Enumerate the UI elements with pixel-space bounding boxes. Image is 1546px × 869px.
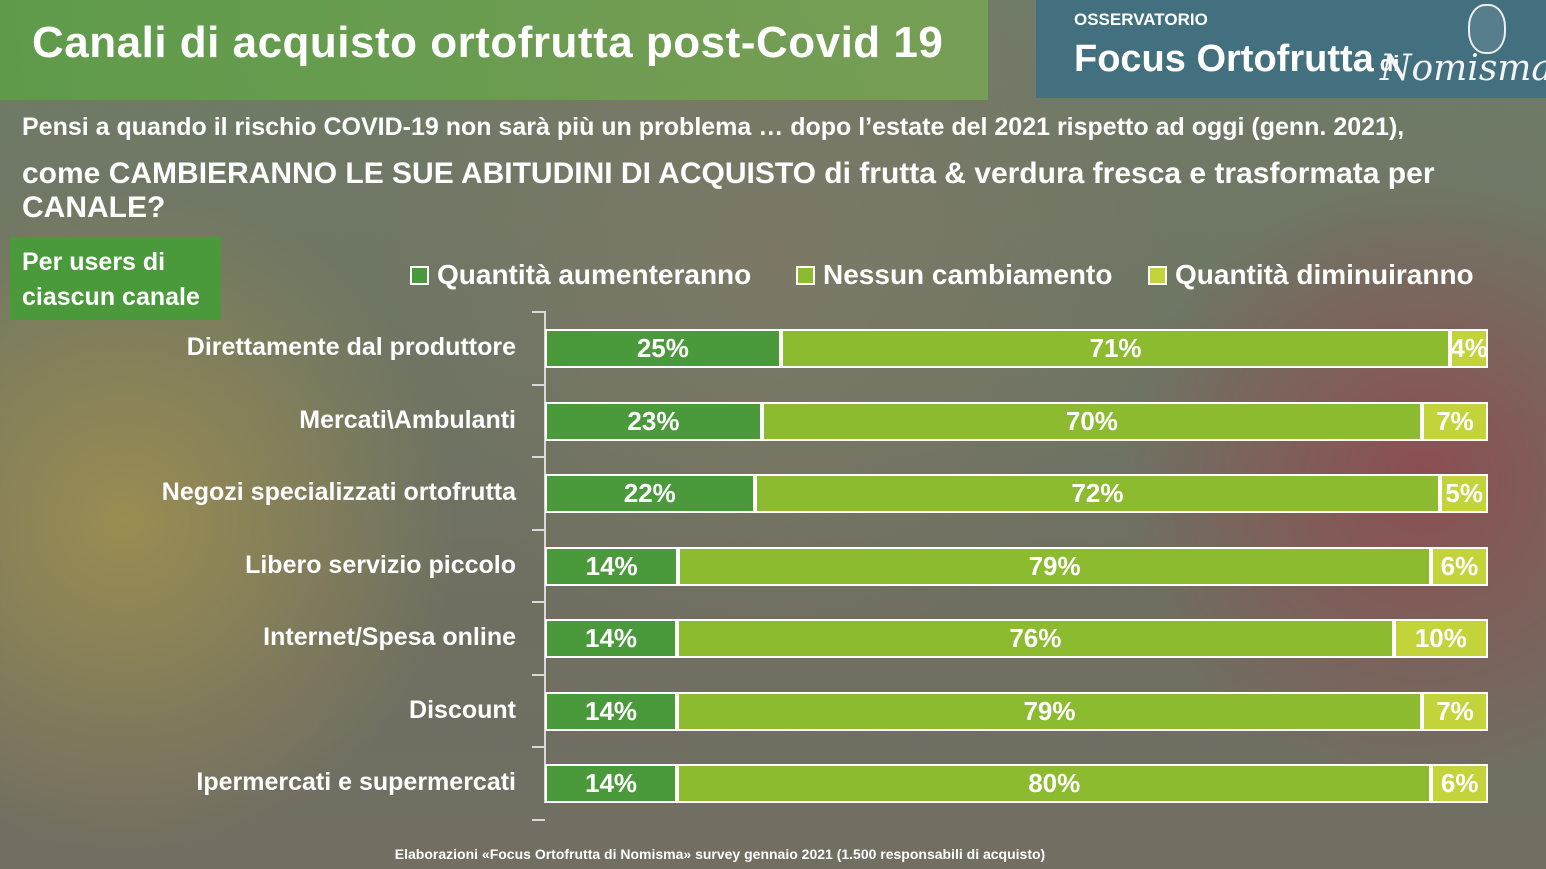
bar-segment-increase: 14% [545, 619, 678, 658]
legend-swatch-increase [410, 265, 429, 285]
bar-segment-increase: 22% [545, 474, 755, 513]
category-label: Discount [409, 695, 516, 724]
category-label: Libero servizio piccolo [245, 550, 516, 579]
legend-item-increase: Quantità aumenteranno [410, 259, 751, 291]
legend-item-decrease: Quantità diminuiranno [1148, 259, 1474, 291]
axis-tick [532, 311, 545, 313]
legend-item-no_change: Nessun cambiamento [796, 259, 1112, 291]
axis-tick [532, 383, 545, 386]
legend-swatch-no_change [796, 265, 815, 285]
bar-segment-decrease: 10% [1393, 619, 1488, 658]
axis-tick [532, 673, 545, 676]
users-box: Per users di ciascun canale [10, 237, 221, 320]
bar-segment-increase: 14% [545, 691, 678, 731]
title-band [0, 0, 988, 100]
bar-segment-no_change: 80% [677, 764, 1432, 803]
category-label: Internet/Spesa online [263, 623, 516, 651]
bar-segment-increase: 14% [545, 764, 678, 803]
legend-label-no_change: Nessun cambiamento [823, 259, 1113, 290]
nomisma-seal-icon [1468, 4, 1506, 54]
bar-segment-decrease: 5% [1440, 474, 1488, 513]
bar-segment-decrease: 6% [1430, 546, 1488, 586]
page-title: Canali di acquisto ortofrutta post-Covid… [32, 18, 944, 67]
brand-nomisma: Nomisma [1380, 48, 1546, 89]
category-label: Direttamente dal produttore [186, 333, 516, 361]
bar-segment-decrease: 7% [1421, 691, 1488, 731]
brand-focus-text: Focus Ortofrutta [1074, 38, 1374, 80]
axis-tick [532, 456, 545, 458]
chart-legend: Quantità aumenteranno Nessun cambiamento Q… [0, 259, 1546, 295]
legend-label-increase: Quantità aumenteranno [437, 259, 752, 290]
bar-segment-decrease: 7% [1421, 401, 1488, 441]
category-label: Negozi specializzati ortofrutta [161, 478, 516, 506]
bar-segment-increase: 25% [545, 329, 781, 368]
axis-tick [532, 528, 545, 531]
question-line-1: Pensi a quando il rischio COVID-19 non s… [22, 113, 1405, 141]
brand-panel: OSSERVATORIO Focus Ortofrutta di Nomisma [1036, 0, 1546, 98]
question-line-2: come CAMBIERANNO LE SUE ABITUDINI DI ACQ… [22, 157, 1435, 224]
axis-tick [532, 601, 545, 603]
legend-swatch-decrease [1148, 265, 1167, 285]
bar-segment-increase: 14% [545, 546, 679, 586]
bar-segment-increase: 23% [545, 401, 762, 441]
footnote: Elaborazioni «Focus Ortofrutta di Nomism… [394, 846, 1046, 862]
bar-segment-no_change: 70% [761, 401, 1422, 441]
category-label: Mercati\Ambulanti [299, 405, 516, 434]
legend-label-decrease: Quantità diminuiranno [1175, 259, 1474, 290]
bar-segment-no_change: 79% [678, 546, 1431, 586]
brand-di: di [1379, 51, 1400, 76]
brand-osservatorio: OSSERVATORIO [1074, 10, 1208, 29]
bar-segment-no_change: 72% [754, 474, 1441, 513]
users-box-line-1: Per users di [22, 248, 166, 276]
bar-segment-no_change: 71% [780, 329, 1451, 368]
axis-tick [532, 746, 545, 748]
bar-segment-no_change: 79% [677, 691, 1422, 731]
brand-focus: Focus Ortofrutta di [1074, 38, 1399, 81]
users-box-line-2: ciascun canale [22, 283, 200, 311]
axis-tick [532, 818, 545, 821]
bar-segment-decrease: 6% [1431, 764, 1488, 803]
category-label: Ipermercati e supermercati [196, 768, 516, 796]
bar-segment-no_change: 76% [677, 619, 1394, 658]
bar-segment-decrease: 4% [1450, 329, 1488, 368]
